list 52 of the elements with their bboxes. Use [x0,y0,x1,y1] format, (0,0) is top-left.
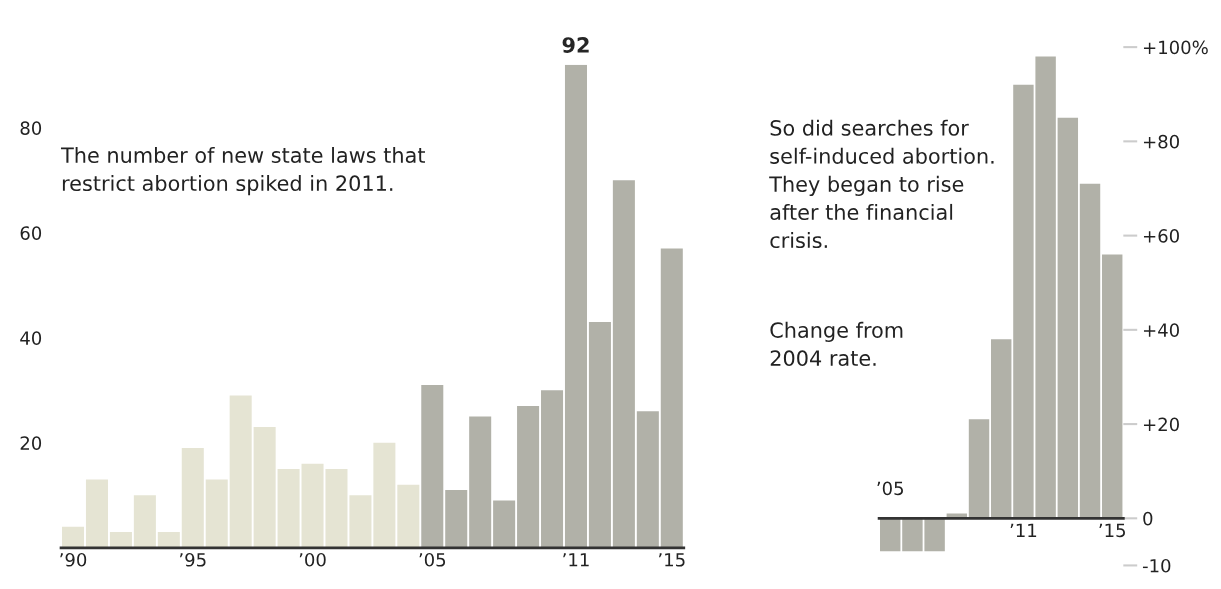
x-tick-label: ’05 [419,552,446,567]
y-tick-label: +60 [1143,229,1179,243]
y-tick-label: 80 [20,121,42,135]
bar [517,406,540,548]
bar [968,419,990,519]
bar [445,490,468,548]
bar [62,526,85,548]
y-tick-label: +100% [1143,40,1208,55]
y-tick-label: +80 [1143,134,1179,149]
x-tick-label: ’00 [299,552,326,567]
bar [1057,117,1079,519]
annotation: So did searches for self-induced abortion. They began to rise after the financial crisis. [769,119,994,249]
y-tick-label: +20 [1143,417,1179,432]
y-tick-label: 20 [20,436,42,450]
annotation: Change from 2004 rate. [770,321,903,367]
x-tick-label: ’11 [563,553,589,567]
bar [469,416,492,548]
y-tick-label: 40 [20,331,42,345]
x-tick-label: ’95 [179,552,206,567]
bar [397,484,420,548]
y-tick-label: 60 [20,226,42,240]
x-tick-label: ’15 [659,553,685,567]
x-tick-label: ’15 [1099,523,1125,538]
bar [349,495,372,548]
bar [133,495,156,548]
bar [660,248,683,548]
annotation: The number of new state laws that restrict abortion spiked in 2011. [60,146,426,196]
y-tick-label: +40 [1143,323,1179,337]
bar [493,500,516,548]
x-tick-label: ’05 [877,481,903,496]
y-tick-label: 0 [1143,511,1153,526]
bar [277,469,300,548]
bar [991,339,1012,519]
bar [1079,183,1101,519]
bar [564,64,587,548]
bar [636,411,659,548]
bar [373,442,396,548]
bar [421,385,444,548]
bar [229,395,252,548]
bar [181,448,204,548]
bar [541,390,564,548]
bar [85,479,108,548]
bar [612,180,635,548]
bar [588,322,611,548]
bar [880,518,901,552]
data-label: 92 [562,37,589,53]
bar [1102,254,1123,519]
x-tick-label: ’90 [60,552,87,567]
bar [253,427,276,548]
y-tick-label: -10 [1142,558,1171,573]
bar [205,479,228,548]
x-tick-label: ’11 [1010,523,1037,537]
